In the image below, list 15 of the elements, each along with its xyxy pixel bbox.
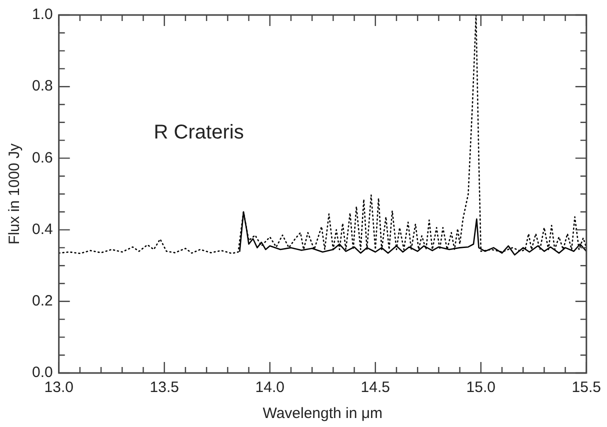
x-tick-label: 13.0 (44, 379, 74, 396)
x-axis-title: Wavelength in μm (262, 405, 383, 422)
y-tick-label: 0.0 (32, 364, 53, 382)
annotation: R Crateris (154, 122, 244, 144)
y-tick-label: 0.8 (32, 78, 53, 95)
x-tick-label: 14.5 (360, 379, 390, 396)
y-tick-label: 0.6 (32, 149, 53, 166)
y-tick-label: 0.4 (32, 220, 53, 238)
y-axis-title: Flux in 1000 Jy (6, 143, 24, 244)
y-tick-label: 1.0 (32, 6, 53, 24)
x-tick-label: 14.0 (255, 379, 284, 396)
x-tick-label: 13.5 (150, 379, 179, 396)
y-tick-label: 0.2 (32, 292, 53, 310)
x-tick-label: 15.5 (572, 379, 602, 396)
x-tick-label: 15.0 (466, 379, 496, 396)
